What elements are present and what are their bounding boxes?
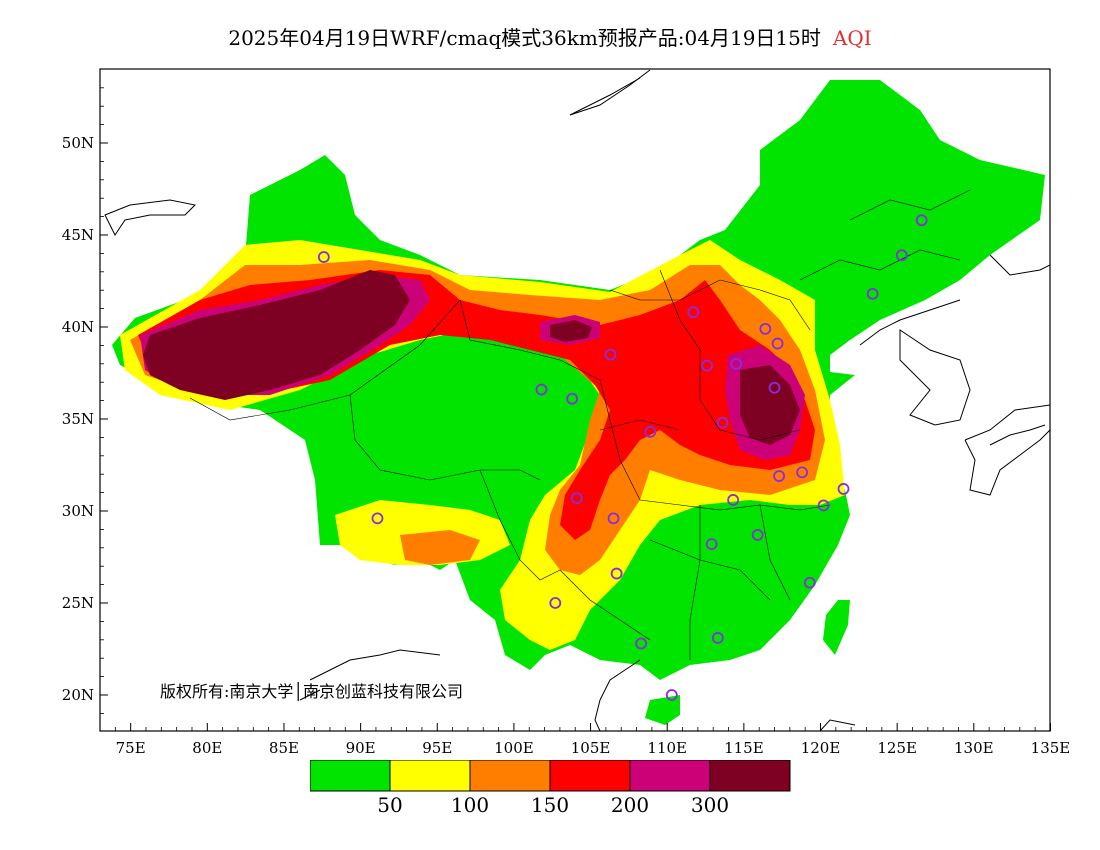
- lat-tick-label: 30N: [62, 502, 94, 520]
- legend-swatch: [709, 760, 791, 792]
- aqi-darkred-center: [550, 320, 592, 342]
- city-station-marker: [371, 512, 384, 525]
- city-station-marker: [610, 567, 623, 580]
- city-station-marker: [751, 529, 764, 541]
- lon-tick-label: 105E: [571, 739, 611, 757]
- lat-tick-label: 40N: [62, 318, 94, 336]
- legend-swatch: [389, 760, 471, 792]
- lon-tick-label: 90E: [346, 739, 376, 757]
- hainan-green: [645, 695, 680, 725]
- lon-tick-label: 110E: [647, 739, 687, 757]
- city-station-marker: [711, 632, 724, 644]
- legend-label: 150: [531, 793, 569, 817]
- title-variable: AQI: [832, 26, 872, 50]
- lon-tick-label: 100E: [494, 739, 534, 757]
- city-station-marker: [866, 287, 879, 300]
- city-station-marker: [817, 499, 830, 512]
- legend-swatch: [629, 760, 711, 792]
- lat-tick-label: 25N: [62, 594, 94, 612]
- lon-tick-label: 135E: [1031, 739, 1071, 757]
- aqi-legend: 50 100 150 200 300: [310, 760, 791, 817]
- aqi-orange-sw: [400, 530, 480, 565]
- map-title: 2025年04月19日WRF/cmaq模式36km预报产品:04月19日15时 A…: [0, 22, 1100, 51]
- city-station-marker: [644, 425, 657, 438]
- city-station-marker: [803, 576, 816, 589]
- lon-tick-label: 80E: [192, 739, 222, 757]
- lat-tick-label: 50N: [62, 134, 94, 152]
- lon-tick-label: 125E: [877, 739, 917, 757]
- lon-tick-label: 120E: [801, 739, 841, 757]
- legend-label: 300: [691, 793, 729, 817]
- legend-color-boxes: [310, 760, 791, 792]
- city-station-marker: [687, 306, 700, 319]
- city-station-marker: [317, 251, 330, 263]
- city-station-marker: [727, 494, 740, 506]
- legend-label: 100: [451, 793, 489, 817]
- legend-swatch: [549, 760, 631, 792]
- lon-tick-label: 115E: [724, 739, 764, 757]
- legend-swatch: [310, 760, 391, 792]
- longitude-axis: 75E 80E 85E 90E 95E 100E 105E 110E 115E 120E 125E 1…: [114, 723, 1071, 757]
- lat-tick-label: 35N: [62, 410, 94, 428]
- city-station-marker: [771, 337, 784, 350]
- station-markers: [317, 214, 928, 701]
- city-station-marker: [570, 492, 583, 505]
- legend-label: 200: [611, 793, 649, 817]
- aqi-darkred-east: [740, 365, 800, 445]
- city-station-marker: [665, 689, 678, 701]
- city-station-marker: [716, 416, 729, 429]
- lat-tick-label: 20N: [62, 686, 94, 704]
- city-station-marker: [566, 392, 579, 405]
- coastlines: [104, 69, 1050, 731]
- city-station-marker: [768, 381, 781, 394]
- taiwan-green: [823, 600, 850, 655]
- lon-tick-label: 75E: [116, 739, 146, 757]
- city-station-marker: [604, 348, 617, 361]
- lon-tick-label: 130E: [954, 739, 994, 757]
- city-station-marker: [705, 538, 718, 551]
- legend-label: 50: [377, 793, 402, 817]
- city-station-marker: [635, 637, 648, 650]
- province-borders: [189, 189, 971, 660]
- lat-tick-label: 45N: [62, 226, 94, 244]
- title-main: 2025年04月19日WRF/cmaq模式36km预报产品:04月19日15时: [228, 26, 821, 50]
- city-station-marker: [607, 512, 620, 525]
- lon-tick-label: 85E: [269, 739, 299, 757]
- city-station-marker: [895, 249, 908, 262]
- map-field: [104, 69, 1050, 731]
- aqi-darkred-taklimakan: [143, 270, 410, 400]
- city-station-marker: [549, 597, 562, 609]
- city-station-marker: [759, 322, 772, 335]
- city-station-marker: [915, 214, 928, 227]
- legend-labels: 50 100 150 200 300: [377, 793, 729, 817]
- lon-tick-label: 95E: [422, 739, 452, 757]
- city-station-marker: [730, 357, 743, 370]
- legend-swatch: [469, 760, 551, 792]
- city-station-marker: [701, 359, 713, 372]
- city-station-marker: [796, 466, 809, 479]
- city-station-marker: [773, 470, 786, 482]
- copyright-text: 版权所有:南京大学│南京创蓝科技有限公司: [160, 681, 463, 701]
- city-station-marker: [837, 483, 850, 495]
- latitude-axis: 50N 45N 40N 35N 30N 25N 20N: [62, 87, 108, 714]
- city-station-marker: [535, 383, 548, 396]
